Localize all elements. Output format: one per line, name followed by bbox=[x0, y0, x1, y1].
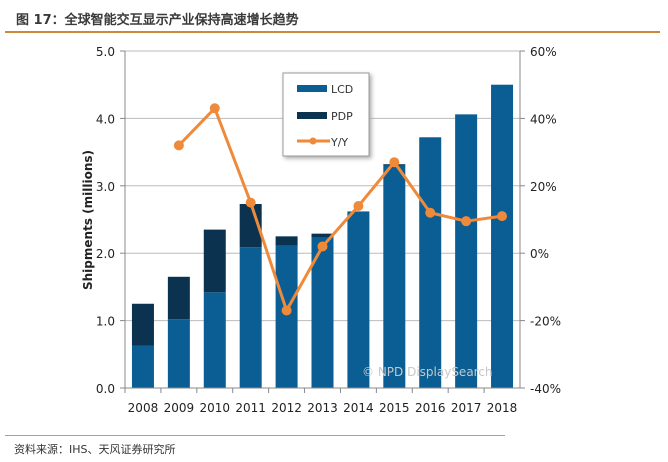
bar-pdp bbox=[311, 233, 334, 238]
title-divider bbox=[5, 31, 660, 33]
y2-tick-label: -40% bbox=[530, 382, 561, 396]
yy-point bbox=[173, 140, 184, 151]
yy-point bbox=[209, 103, 220, 114]
yy-point bbox=[245, 197, 256, 208]
y2-tick-label: 60% bbox=[530, 45, 557, 59]
yy-line bbox=[177, 106, 503, 312]
y2-tick-label: -20% bbox=[530, 315, 561, 329]
bar-lcd bbox=[167, 319, 190, 388]
y2-tick-label: 0% bbox=[530, 247, 549, 261]
bar-lcd bbox=[203, 292, 226, 388]
x-tick-label: 2011 bbox=[235, 401, 266, 415]
y-axis-label: Shipments (millions) bbox=[81, 150, 95, 290]
bar-lcd bbox=[131, 345, 154, 388]
y-tick-label: 5.0 bbox=[96, 45, 115, 59]
legend-label-lcd: LCD bbox=[331, 83, 353, 96]
bar-lcd bbox=[383, 165, 406, 388]
source-note: 资料来源：IHS、天风证券研究所 bbox=[14, 443, 176, 456]
yy-point bbox=[353, 201, 364, 212]
bar-pdp bbox=[275, 236, 298, 246]
bar-lcd bbox=[419, 137, 442, 388]
y2-tick-label: 40% bbox=[530, 112, 557, 126]
bar-lcd bbox=[455, 114, 478, 388]
x-tick-label: 2017 bbox=[451, 401, 482, 415]
bar-lcd bbox=[239, 247, 262, 388]
y-tick-label: 2.0 bbox=[96, 247, 115, 261]
x-tick-label: 2016 bbox=[415, 401, 446, 415]
x-tick-label: 2013 bbox=[307, 401, 338, 415]
yy-point bbox=[425, 207, 436, 218]
y-tick-label: 1.0 bbox=[96, 315, 115, 329]
x-tick-label: 2018 bbox=[487, 401, 518, 415]
watermark: © NPD DisplaySearch bbox=[362, 365, 493, 379]
x-tick-label: 2010 bbox=[199, 401, 230, 415]
legend-swatch-lcd bbox=[297, 85, 327, 92]
legend-swatch-pdp bbox=[297, 112, 327, 119]
figure-title: 图 17：全球智能交互显示产业保持高速增长趋势 bbox=[16, 13, 299, 28]
y2-tick-label: 20% bbox=[530, 180, 557, 194]
yy-point bbox=[497, 211, 508, 222]
bar-pdp bbox=[131, 303, 154, 346]
yy-point bbox=[461, 216, 472, 227]
bar-lcd bbox=[275, 245, 298, 388]
x-tick-label: 2008 bbox=[128, 401, 159, 415]
y-tick-label: 4.0 bbox=[96, 112, 115, 126]
yy-point bbox=[317, 241, 328, 252]
yy-point bbox=[281, 305, 292, 316]
legend-label-yy: Y/Y bbox=[330, 136, 348, 149]
bar-lcd bbox=[311, 237, 334, 388]
legend-label-pdp: PDP bbox=[331, 110, 353, 123]
footer-divider bbox=[5, 435, 505, 436]
x-tick-label: 2009 bbox=[164, 401, 195, 415]
bar-lcd bbox=[347, 211, 370, 388]
bar-pdp bbox=[203, 229, 226, 293]
x-tick-label: 2014 bbox=[343, 401, 374, 415]
bar-pdp bbox=[167, 276, 190, 320]
yy-point bbox=[389, 157, 400, 168]
x-tick-label: 2012 bbox=[271, 401, 302, 415]
y-tick-label: 0.0 bbox=[96, 382, 115, 396]
legend-marker-yy bbox=[309, 137, 317, 145]
bar-lcd bbox=[491, 84, 514, 388]
x-tick-label: 2015 bbox=[379, 401, 410, 415]
chart: 0.0 1.0 2.0 3.0 4.0 5.0 -40% -20% 0% 20% 40% 60% 200… bbox=[81, 45, 561, 415]
legend: LCD PDP Y/Y bbox=[282, 72, 370, 157]
y-tick-label: 3.0 bbox=[96, 180, 115, 194]
